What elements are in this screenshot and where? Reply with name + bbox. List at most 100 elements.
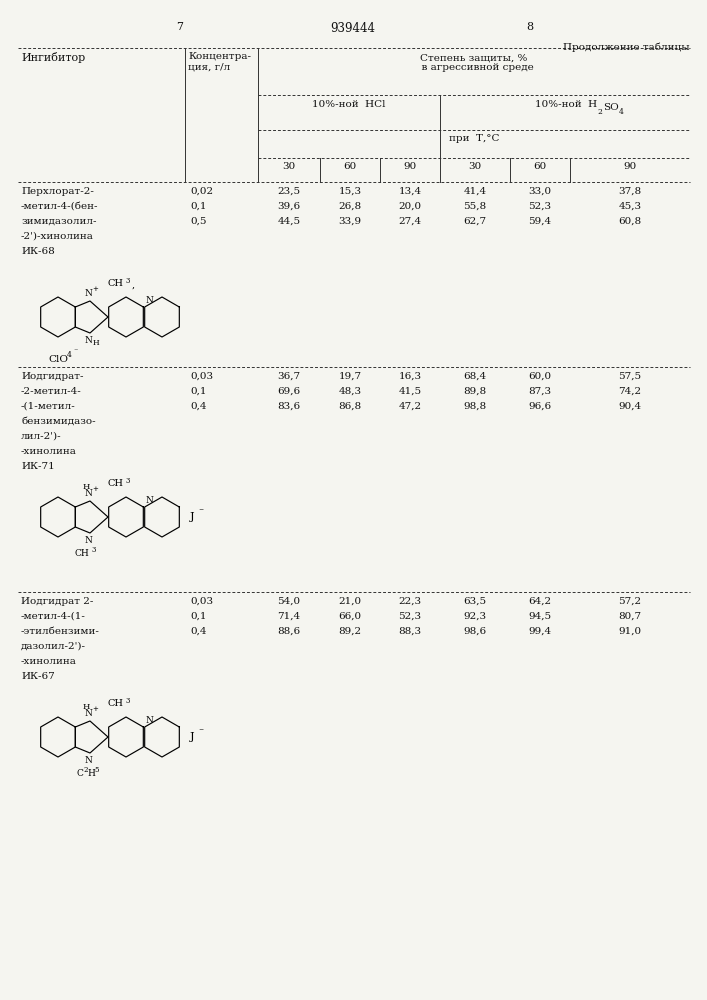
Text: 83,6: 83,6 bbox=[277, 402, 300, 411]
Text: 3: 3 bbox=[126, 477, 130, 485]
Text: CH: CH bbox=[75, 549, 89, 558]
Text: +: + bbox=[92, 286, 98, 292]
Text: 52,3: 52,3 bbox=[399, 612, 421, 621]
Text: 2: 2 bbox=[597, 108, 602, 116]
Text: 60: 60 bbox=[344, 162, 356, 171]
Text: 45,3: 45,3 bbox=[619, 202, 641, 211]
Text: 0,1: 0,1 bbox=[190, 202, 206, 211]
Text: -метил-4-(бен-: -метил-4-(бен- bbox=[21, 202, 98, 211]
Text: 62,7: 62,7 bbox=[463, 217, 486, 226]
Text: Иодгидрат 2-: Иодгидрат 2- bbox=[21, 597, 93, 606]
Text: 88,6: 88,6 bbox=[277, 627, 300, 636]
Text: 4: 4 bbox=[619, 108, 624, 116]
Text: 98,8: 98,8 bbox=[463, 402, 486, 411]
Text: 26,8: 26,8 bbox=[339, 202, 361, 211]
Text: ИК-71: ИК-71 bbox=[21, 462, 54, 471]
Text: N: N bbox=[84, 536, 92, 545]
Text: 0,03: 0,03 bbox=[190, 597, 213, 606]
Text: 71,4: 71,4 bbox=[277, 612, 300, 621]
Text: 90: 90 bbox=[624, 162, 636, 171]
Text: 939444: 939444 bbox=[330, 22, 375, 35]
Text: при  Т,°С: при Т,°С bbox=[449, 134, 499, 143]
Text: 68,4: 68,4 bbox=[463, 372, 486, 381]
Text: -метил-4-(1-: -метил-4-(1- bbox=[21, 612, 86, 621]
Text: 3: 3 bbox=[92, 546, 96, 554]
Text: 3: 3 bbox=[126, 277, 130, 285]
Text: 64,2: 64,2 bbox=[528, 597, 551, 606]
Text: бензимидазо-: бензимидазо- bbox=[21, 417, 95, 426]
Text: 69,6: 69,6 bbox=[277, 387, 300, 396]
Text: +: + bbox=[92, 706, 98, 712]
Text: 96,6: 96,6 bbox=[528, 402, 551, 411]
Text: 90: 90 bbox=[404, 162, 416, 171]
Text: CH: CH bbox=[108, 279, 124, 288]
Text: 47,2: 47,2 bbox=[399, 402, 421, 411]
Text: -(1-метил-: -(1-метил- bbox=[21, 402, 76, 411]
Text: 98,6: 98,6 bbox=[463, 627, 486, 636]
Text: 57,5: 57,5 bbox=[619, 372, 641, 381]
Text: CH: CH bbox=[108, 479, 124, 488]
Text: 86,8: 86,8 bbox=[339, 402, 361, 411]
Text: 27,4: 27,4 bbox=[399, 217, 421, 226]
Text: N: N bbox=[84, 709, 92, 718]
Text: 10%-ной  НCl: 10%-ной НCl bbox=[312, 100, 386, 109]
Text: 88,3: 88,3 bbox=[399, 627, 421, 636]
Text: Иодгидрат-: Иодгидрат- bbox=[21, 372, 83, 381]
Text: Концентра-
ция, г/л: Концентра- ция, г/л bbox=[188, 52, 251, 71]
Text: ⁻: ⁻ bbox=[73, 348, 77, 356]
Text: 94,5: 94,5 bbox=[528, 612, 551, 621]
Text: Степень защиты, %
  в агрессивной среде: Степень защиты, % в агрессивной среде bbox=[414, 53, 533, 72]
Text: -хинолина: -хинолина bbox=[21, 657, 77, 666]
Text: 41,5: 41,5 bbox=[399, 387, 421, 396]
Text: 0,03: 0,03 bbox=[190, 372, 213, 381]
Text: 33,0: 33,0 bbox=[528, 187, 551, 196]
Text: -хинолина: -хинолина bbox=[21, 447, 77, 456]
Text: 92,3: 92,3 bbox=[463, 612, 486, 621]
Text: 36,7: 36,7 bbox=[277, 372, 300, 381]
Text: 90,4: 90,4 bbox=[619, 402, 641, 411]
Text: 60: 60 bbox=[533, 162, 547, 171]
Text: 21,0: 21,0 bbox=[339, 597, 361, 606]
Text: 60,8: 60,8 bbox=[619, 217, 641, 226]
Text: 39,6: 39,6 bbox=[277, 202, 300, 211]
Text: C: C bbox=[76, 769, 83, 778]
Text: 44,5: 44,5 bbox=[277, 217, 300, 226]
Text: 13,4: 13,4 bbox=[399, 187, 421, 196]
Text: 91,0: 91,0 bbox=[619, 627, 641, 636]
Text: N: N bbox=[146, 496, 153, 505]
Text: J: J bbox=[190, 732, 194, 742]
Text: 4: 4 bbox=[67, 351, 72, 359]
Text: ,: , bbox=[132, 281, 134, 290]
Text: ИК-67: ИК-67 bbox=[21, 672, 54, 681]
Text: 52,3: 52,3 bbox=[528, 202, 551, 211]
Text: H: H bbox=[82, 703, 90, 711]
Text: H: H bbox=[87, 769, 95, 778]
Text: 54,0: 54,0 bbox=[277, 597, 300, 606]
Text: N: N bbox=[146, 296, 153, 305]
Text: N: N bbox=[84, 336, 92, 345]
Text: 0,5: 0,5 bbox=[190, 217, 206, 226]
Text: 3: 3 bbox=[126, 697, 130, 705]
Text: -2-метил-4-: -2-метил-4- bbox=[21, 387, 82, 396]
Text: 33,9: 33,9 bbox=[339, 217, 361, 226]
Text: 0,02: 0,02 bbox=[190, 187, 213, 196]
Text: 63,5: 63,5 bbox=[463, 597, 486, 606]
Text: 0,1: 0,1 bbox=[190, 612, 206, 621]
Text: лил-2')-: лил-2')- bbox=[21, 432, 62, 441]
Text: 60,0: 60,0 bbox=[528, 372, 551, 381]
Text: 57,2: 57,2 bbox=[619, 597, 641, 606]
Text: 30: 30 bbox=[468, 162, 481, 171]
Text: N: N bbox=[146, 716, 153, 725]
Text: J: J bbox=[190, 512, 194, 522]
Text: 5: 5 bbox=[95, 766, 99, 774]
Text: 23,5: 23,5 bbox=[277, 187, 300, 196]
Text: N: N bbox=[84, 756, 92, 765]
Text: 0,4: 0,4 bbox=[190, 402, 206, 411]
Text: зимидазолил-: зимидазолил- bbox=[21, 217, 96, 226]
Text: Ингибитор: Ингибитор bbox=[21, 52, 86, 63]
Text: 66,0: 66,0 bbox=[339, 612, 361, 621]
Text: 37,8: 37,8 bbox=[619, 187, 641, 196]
Text: 16,3: 16,3 bbox=[399, 372, 421, 381]
Text: 74,2: 74,2 bbox=[619, 387, 641, 396]
Text: 22,3: 22,3 bbox=[399, 597, 421, 606]
